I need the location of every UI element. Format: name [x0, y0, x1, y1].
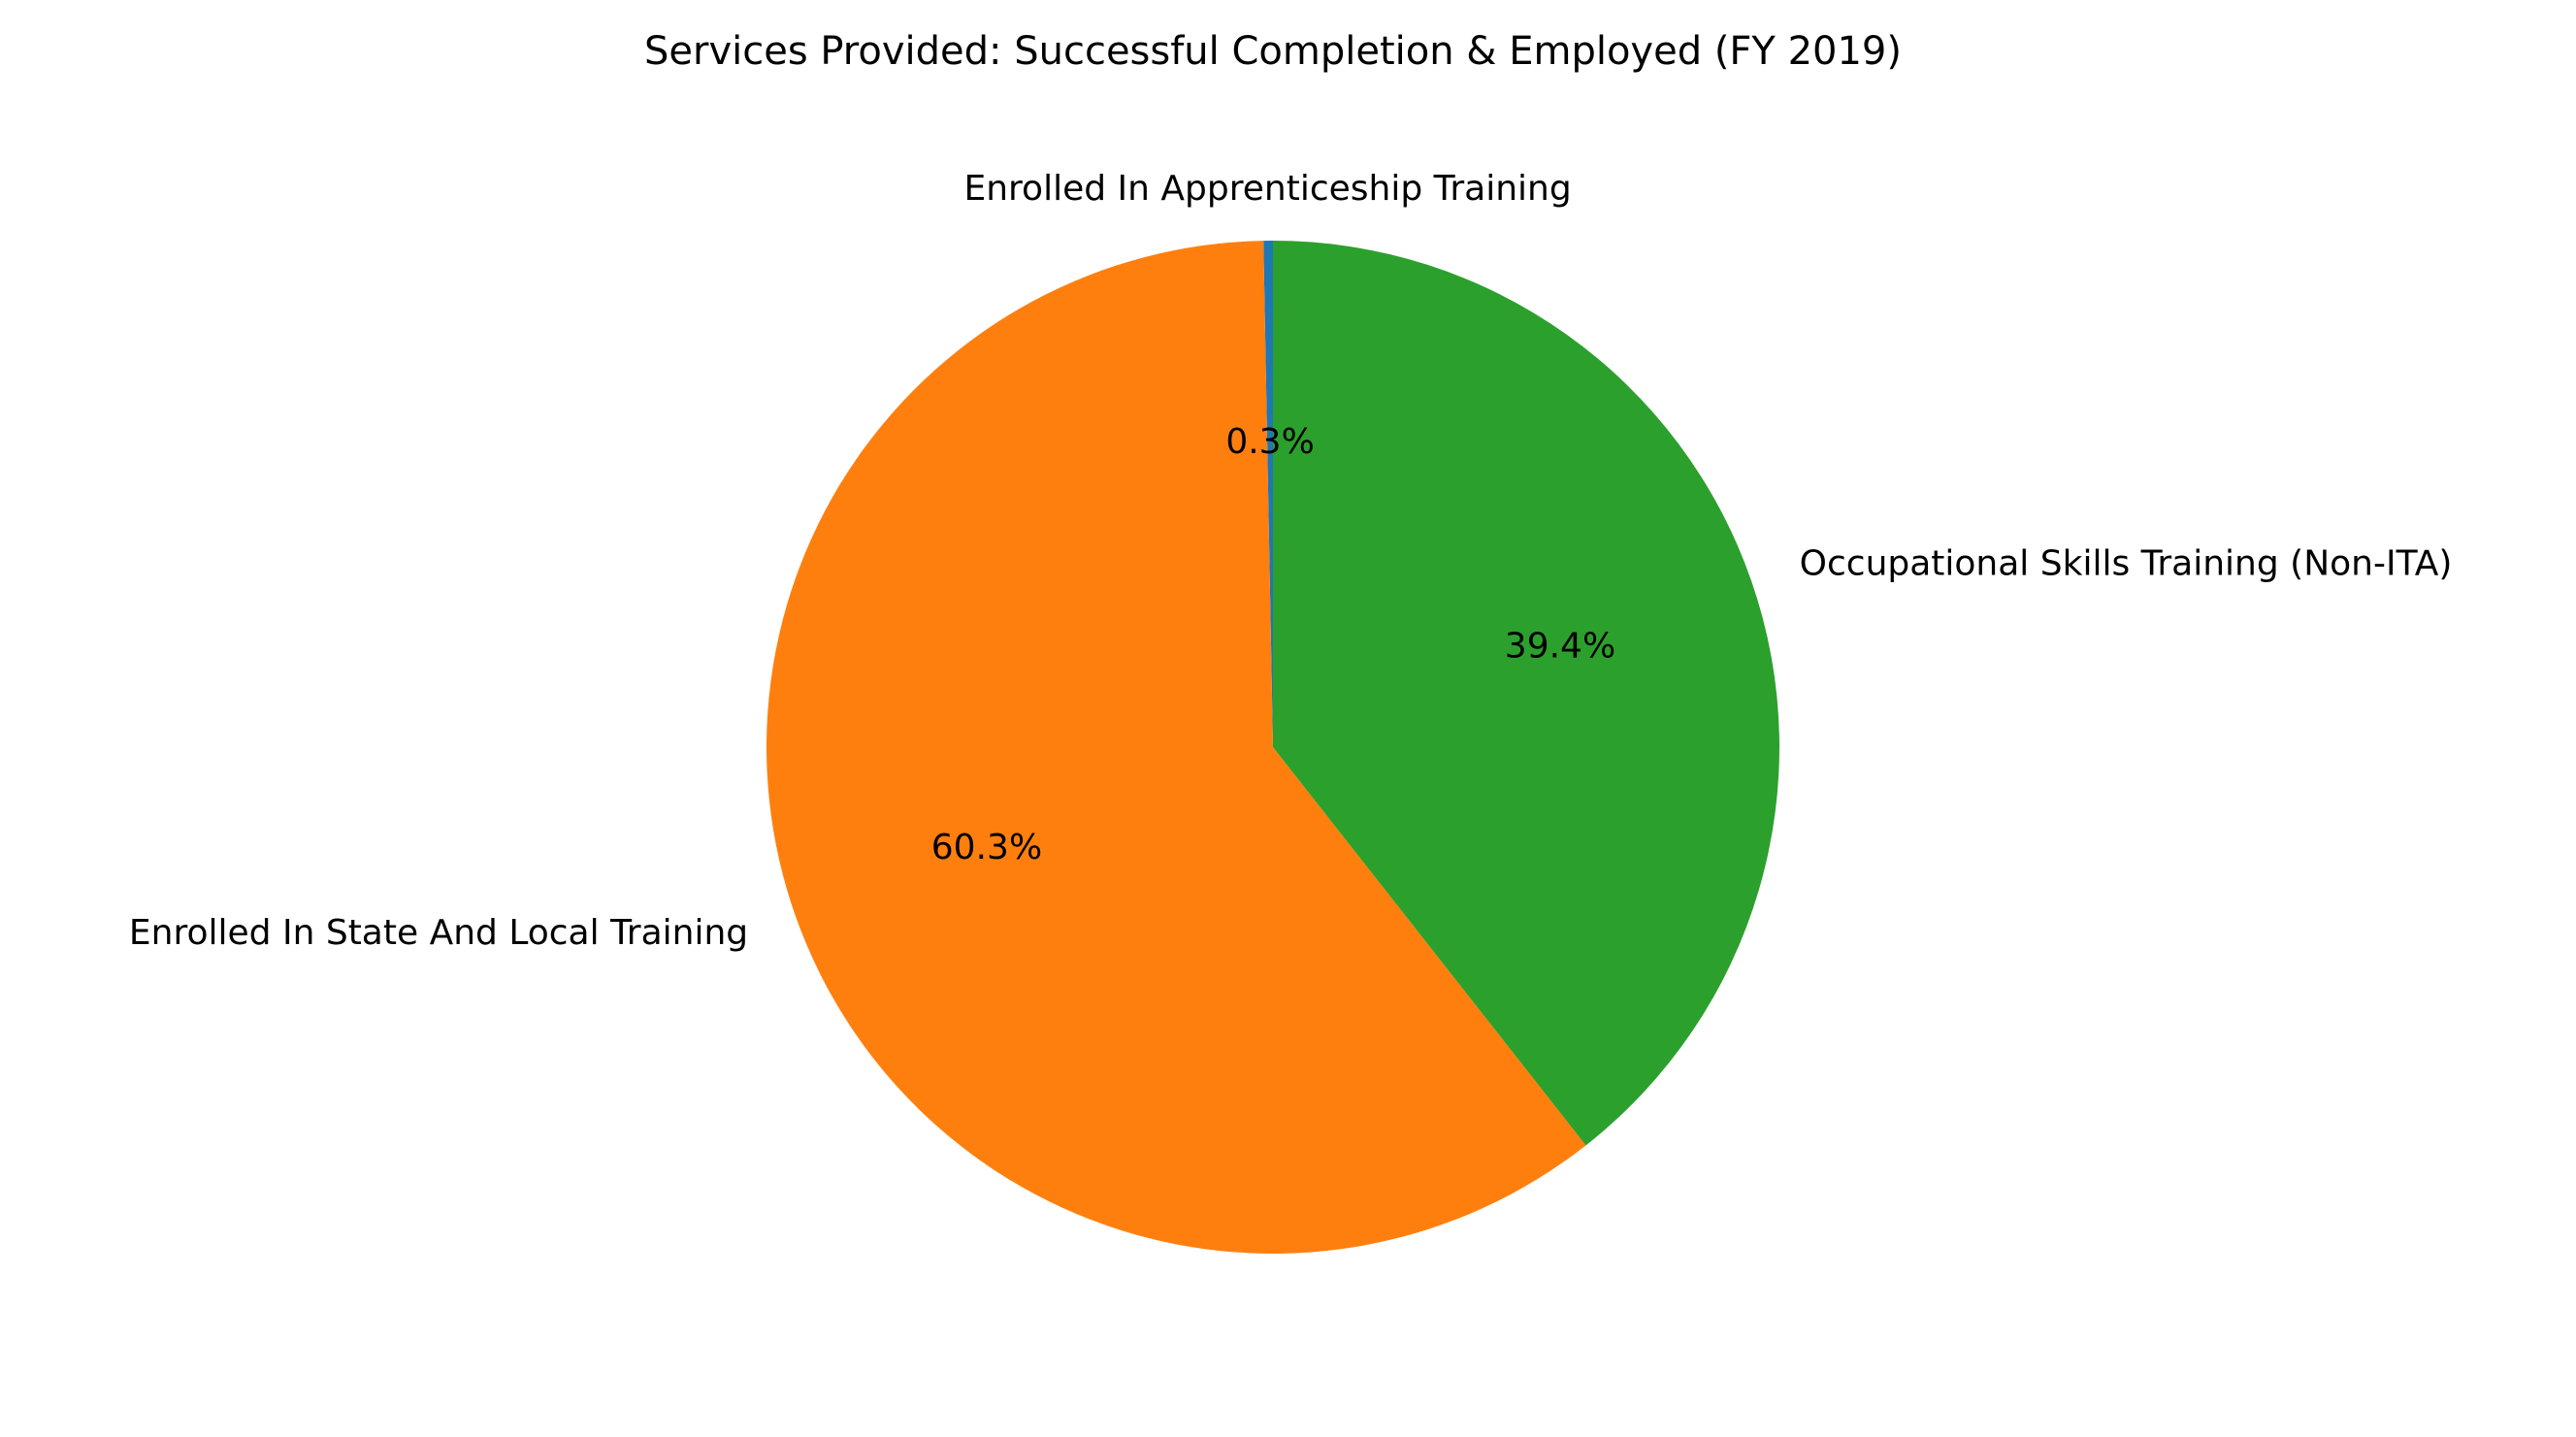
slice-label: Occupational Skills Training (Non-ITA): [1800, 543, 2453, 583]
slice-percent-label: 39.4%: [1505, 627, 1615, 667]
slice-percent-label: 60.3%: [931, 828, 1042, 867]
pie-slice: [766, 241, 1586, 1254]
slice-label: Enrolled In Apprenticeship Training: [963, 169, 1571, 209]
pie-slices: [766, 241, 1779, 1254]
pie-slice: [1273, 241, 1779, 1146]
slice-label: Enrolled In State And Local Training: [129, 913, 748, 953]
pie-labels: Enrolled In Apprenticeship Training 0.3% E…: [129, 169, 2453, 953]
pie-slice: [1263, 241, 1273, 747]
chart-title: Services Provided: Successful Completion…: [644, 29, 1902, 74]
slice-percent-label: 0.3%: [1225, 422, 1314, 462]
